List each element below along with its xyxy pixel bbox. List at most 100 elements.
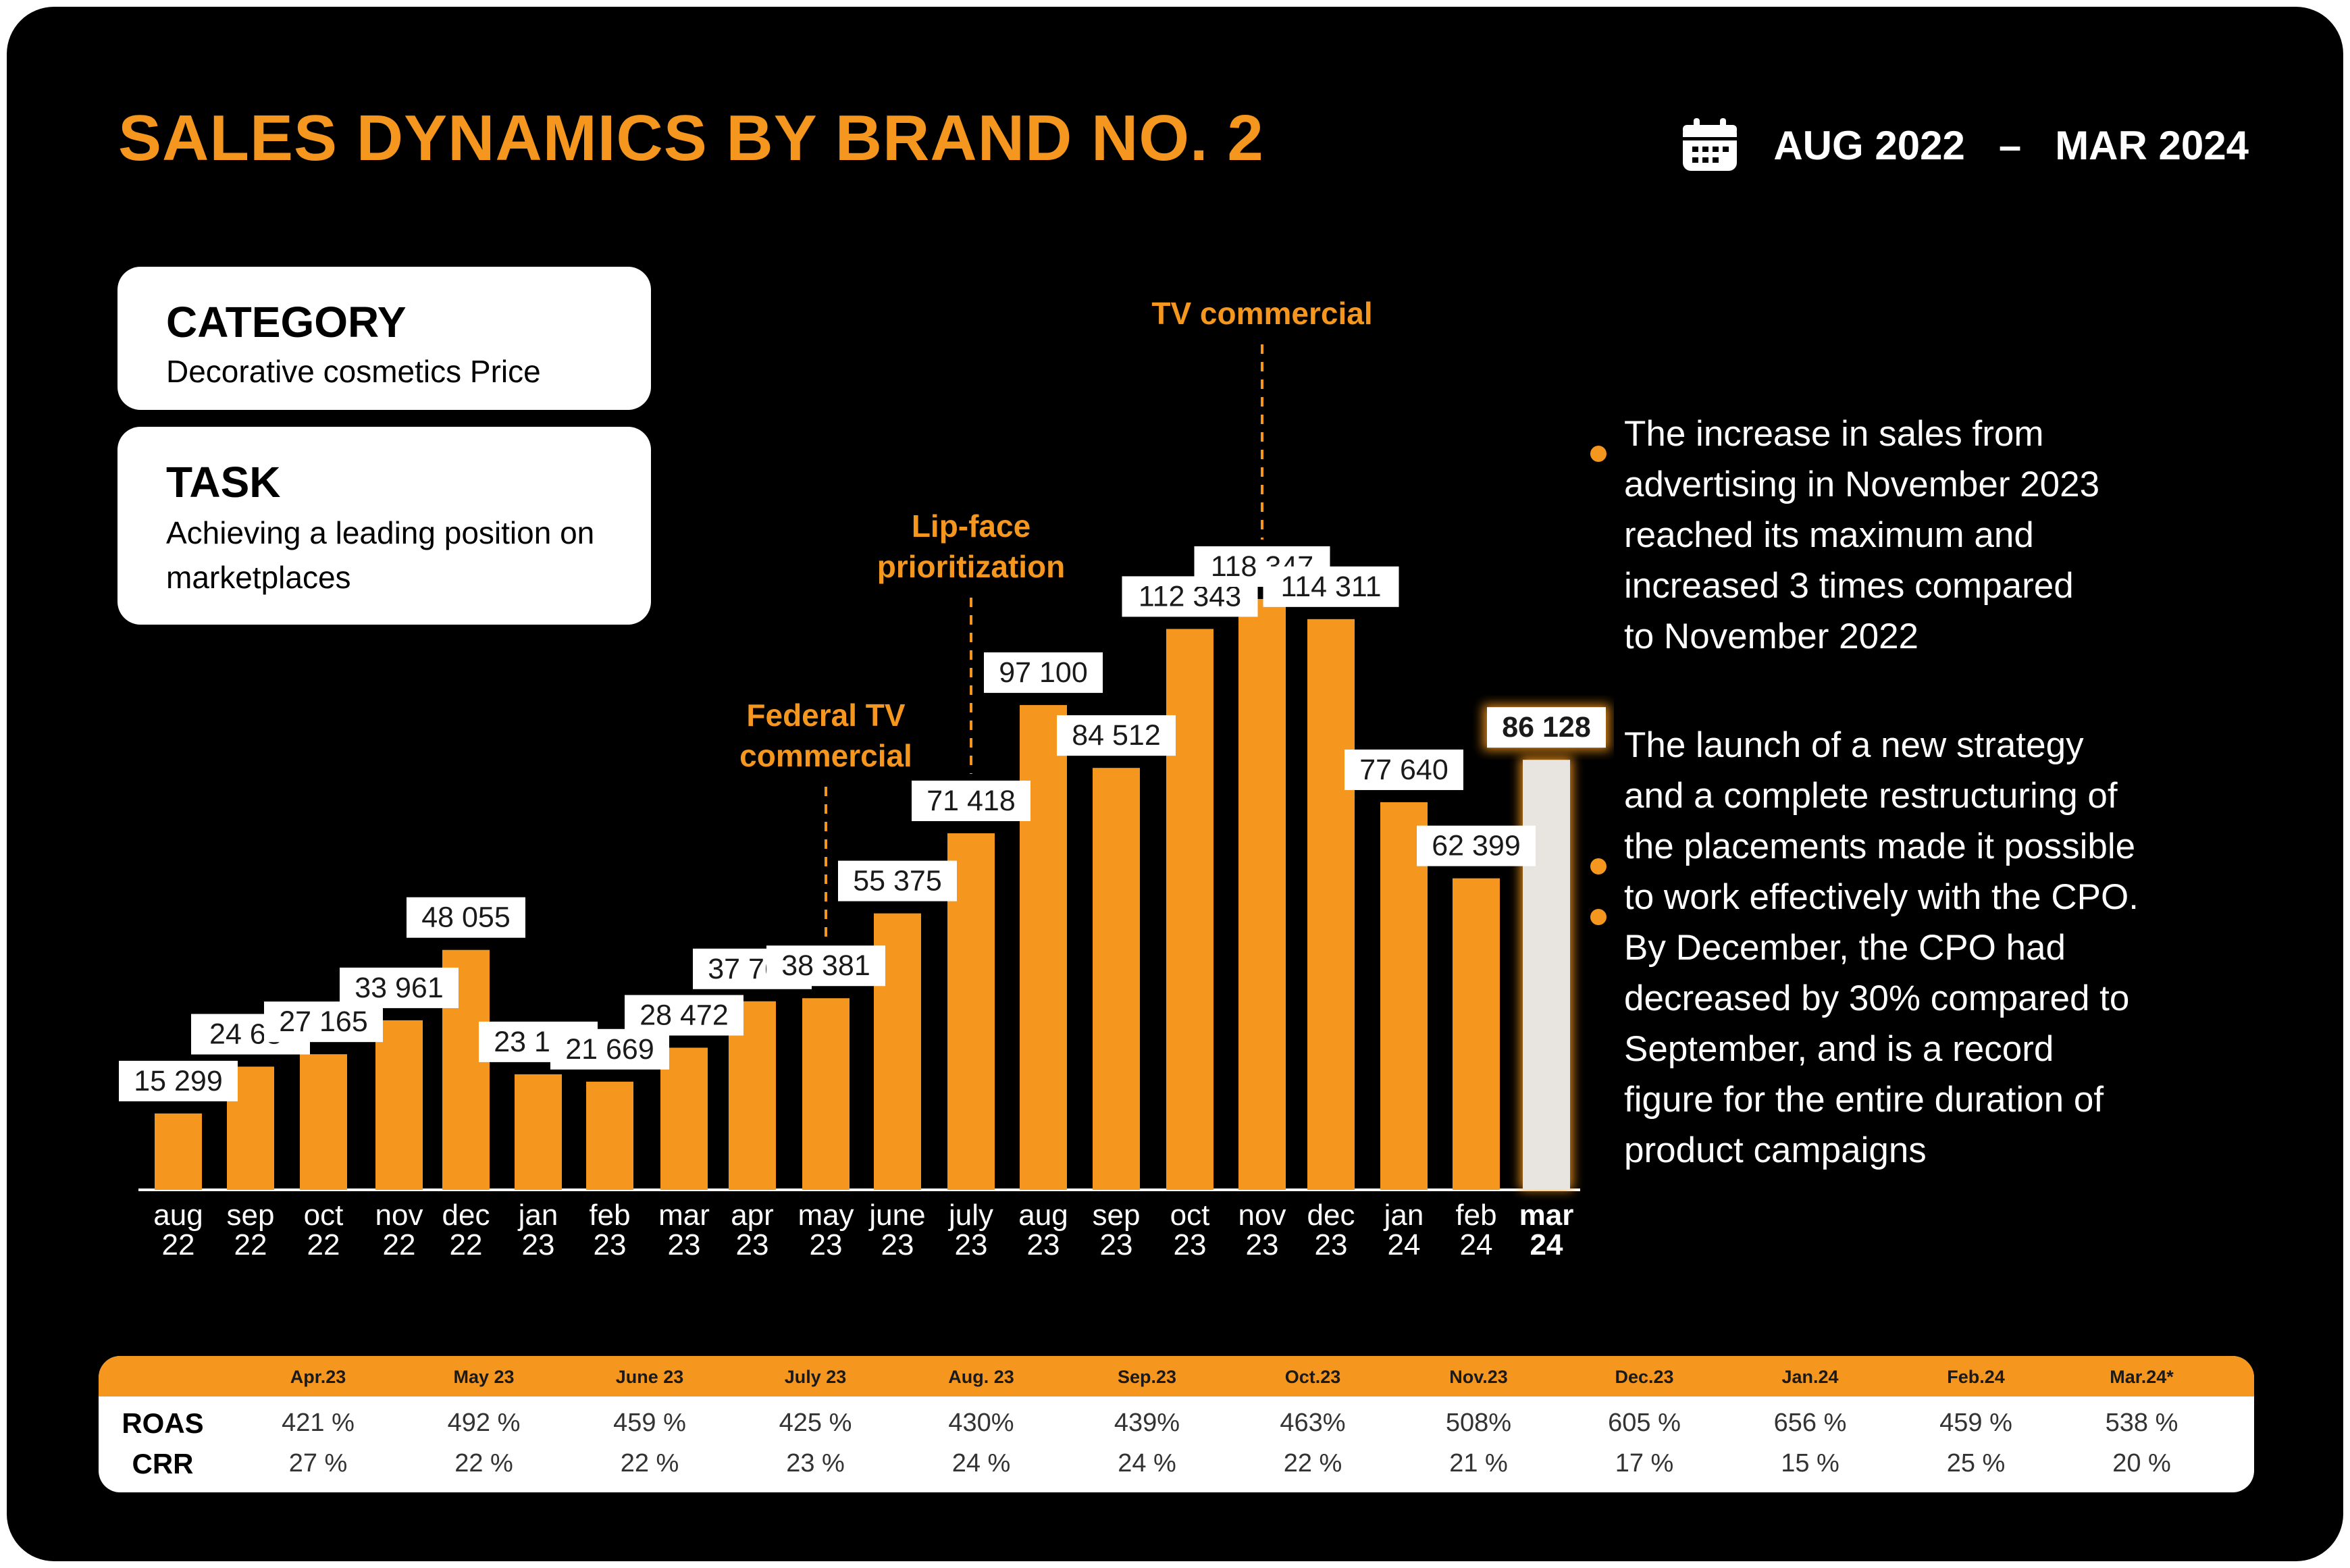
- value-label: 28 472: [639, 999, 729, 1031]
- table-cell: 459 %: [1939, 1409, 2012, 1437]
- period-range: AUG 2022 – MAR 2024: [1681, 118, 2249, 172]
- table-cell: 421 %: [282, 1409, 355, 1437]
- x-tick-label-month: mar: [1519, 1199, 1574, 1232]
- bar: [1523, 760, 1570, 1190]
- x-tick-label-month: sep: [227, 1199, 275, 1232]
- bar: [300, 1054, 347, 1190]
- value-label-box: [625, 995, 743, 1036]
- x-tick-label-year: 23: [1246, 1228, 1279, 1261]
- value-label: 77 640: [1359, 754, 1448, 786]
- insight-note-line: By December, the CPO had: [1624, 928, 2066, 968]
- value-label-box: [119, 1060, 238, 1101]
- task-heading: TASK: [166, 458, 281, 506]
- x-tick-label-month: oct: [1170, 1199, 1210, 1232]
- table-column-header: June 23: [615, 1367, 684, 1387]
- insight-note-line: September, and is a record: [1624, 1029, 2054, 1069]
- table-cell: 22 %: [1283, 1449, 1342, 1478]
- table-cell: 17 %: [1615, 1449, 1674, 1478]
- bar: [1166, 629, 1213, 1190]
- value-label-box: [407, 897, 525, 938]
- table-cell: 439%: [1114, 1409, 1180, 1437]
- x-tick-label-year: 23: [1027, 1228, 1060, 1261]
- value-label-box: [912, 780, 1030, 821]
- calendar-icon: [1683, 118, 1738, 171]
- insight-note-line: increased 3 times compared: [1624, 566, 2074, 606]
- metrics-table: Apr.23 May 23 June 23 July 23 Aug. 23 Sep.23 O…: [99, 1356, 2254, 1492]
- sales-dynamics-card: SALES DYNAMICS BY BRAND NO. 2 AUG 2022 –…: [7, 7, 2343, 1561]
- metrics-table-header: [99, 1356, 2254, 1396]
- x-tick-label-month: feb: [1455, 1199, 1496, 1232]
- value-label: 71 418: [926, 785, 1016, 817]
- table-column-header: Jan.24: [1781, 1367, 1839, 1387]
- category-text: Decorative cosmetics Price: [166, 354, 541, 389]
- x-tick-label-year: 24: [1388, 1228, 1421, 1261]
- table-cell: 538 %: [2105, 1409, 2178, 1437]
- table-column-header: Sep.23: [1117, 1367, 1177, 1387]
- annotation-label: Federal TV: [746, 698, 906, 733]
- x-tick-label-year: 22: [234, 1228, 267, 1261]
- value-label-box: [1344, 749, 1463, 790]
- value-label-box: [984, 652, 1103, 694]
- value-label: 27 165: [279, 1005, 368, 1038]
- x-tick-label-month: sep: [1093, 1199, 1141, 1232]
- insight-note-line: the placements made it possible: [1624, 827, 2136, 866]
- x-tick-label-month: july: [947, 1199, 993, 1232]
- bar: [155, 1113, 202, 1190]
- task-box: TASK Achieving a leading position on mar…: [118, 427, 651, 625]
- period-end: MAR 2024: [2055, 122, 2249, 168]
- x-tick-label-year: 23: [668, 1228, 701, 1261]
- x-tick-label-year: 23: [1315, 1228, 1348, 1261]
- table-cell: 430%: [948, 1409, 1014, 1437]
- value-label-box: [340, 967, 459, 1008]
- insight-note-line: The launch of a new strategy: [1624, 725, 2084, 765]
- value-label: 84 512: [1072, 719, 1161, 752]
- table-cell: 21 %: [1449, 1449, 1508, 1478]
- bar: [1453, 878, 1500, 1190]
- x-tick-label-month: aug: [153, 1199, 203, 1232]
- table-column-header: Aug. 23: [948, 1367, 1014, 1387]
- bar: [515, 1074, 562, 1190]
- x-tick-label-month: may: [798, 1199, 854, 1232]
- table-cell: 25 %: [1946, 1449, 2006, 1478]
- x-tick-label-year: 22: [162, 1228, 195, 1261]
- table-cell: 492 %: [447, 1409, 521, 1437]
- value-label: 62 399: [1432, 830, 1521, 862]
- value-label: 97 100: [999, 656, 1088, 689]
- table-column-header: Mar.24*: [2110, 1367, 2174, 1387]
- table-column-header: May 23: [453, 1367, 515, 1387]
- table-cell: 22 %: [454, 1449, 513, 1478]
- table-cell: 20 %: [2112, 1449, 2171, 1478]
- table-cell: 27 %: [288, 1449, 348, 1478]
- table-cell: 459 %: [613, 1409, 686, 1437]
- table-cell: 24 %: [1118, 1449, 1176, 1478]
- table-column-header: Apr.23: [290, 1367, 346, 1387]
- x-tick-label-month: nov: [375, 1199, 423, 1232]
- x-tick-label-month: jan: [1383, 1199, 1424, 1232]
- annotation-label: TV commercial: [1151, 296, 1372, 331]
- insight-note-line: product campaigns: [1624, 1130, 1927, 1170]
- x-tick-label-year: 23: [736, 1228, 769, 1261]
- value-label: 55 375: [853, 865, 942, 897]
- insight-note-line: advertising in November 2023: [1624, 465, 2100, 504]
- value-label: 86 128: [1502, 711, 1591, 743]
- x-tick-label-year: 23: [810, 1228, 843, 1261]
- bar: [1093, 768, 1140, 1190]
- insight-note-line: The increase in sales from: [1624, 414, 2044, 454]
- value-label-box: [766, 945, 885, 987]
- annotation-label: commercial: [739, 738, 912, 773]
- table-cell: 22 %: [620, 1449, 679, 1478]
- value-label-box: [838, 860, 957, 901]
- x-tick-label-month: june: [868, 1199, 925, 1232]
- x-tick-label-month: dec: [1307, 1199, 1355, 1232]
- bullet-icon: [1590, 858, 1607, 874]
- x-tick-label-month: dec: [442, 1199, 490, 1232]
- annotation-label: Lip-face: [912, 508, 1030, 544]
- value-label: 114 311: [1280, 571, 1381, 603]
- x-tick-label-month: jan: [517, 1199, 558, 1232]
- x-tick-label-year: 23: [594, 1228, 627, 1261]
- bullet-icon: [1590, 909, 1607, 925]
- insight-note-1: The increase in sales from advertising in…: [1590, 409, 2232, 662]
- table-column-header: Nov.23: [1449, 1367, 1508, 1387]
- x-tick-label-year: 23: [1174, 1228, 1207, 1261]
